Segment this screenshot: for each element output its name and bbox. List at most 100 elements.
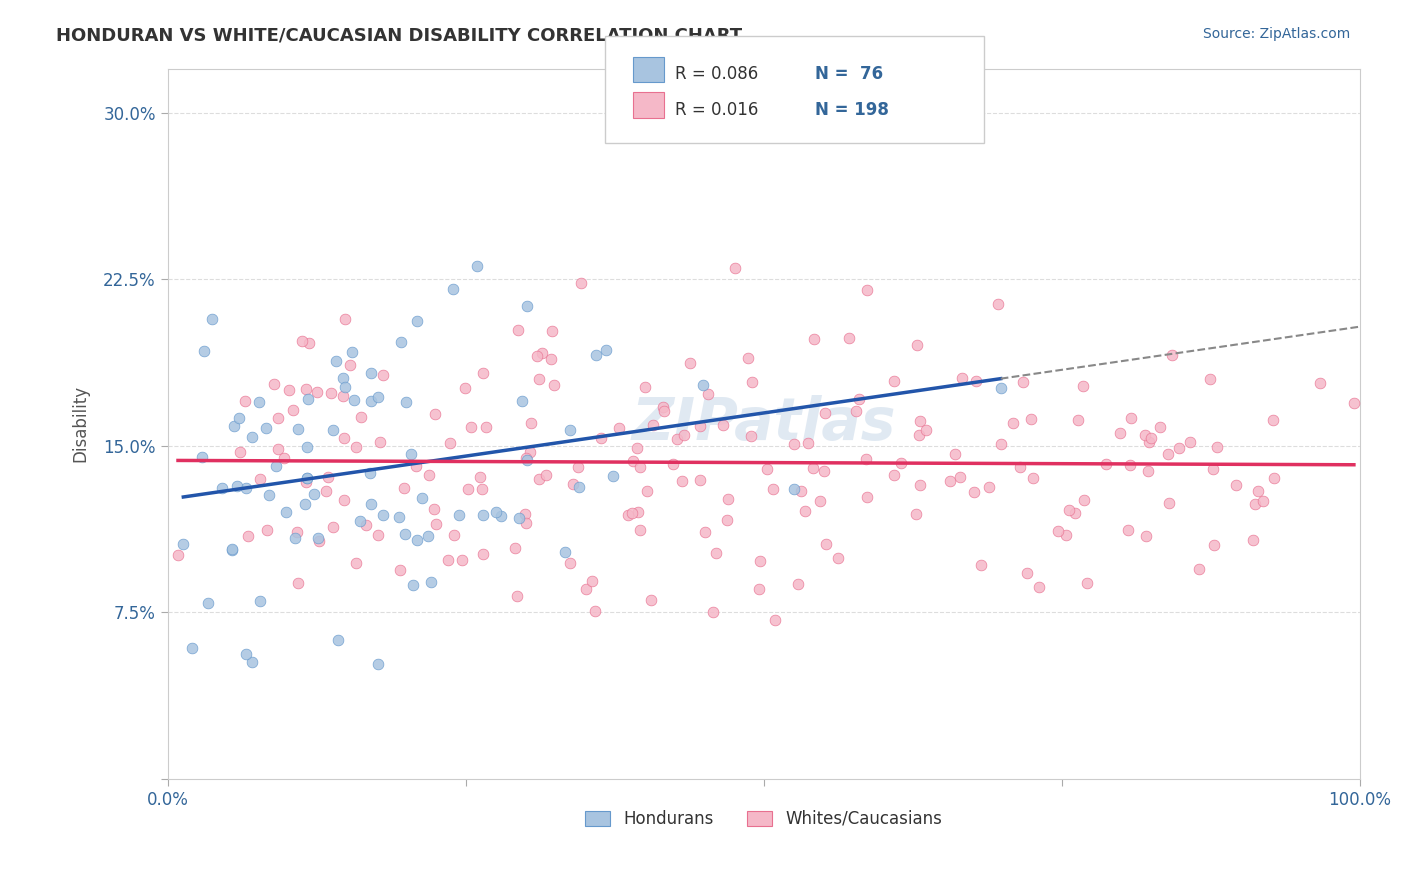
Point: [540, 351, 562, 366]
Point: [460, 420, 482, 434]
Point: [371, 508, 394, 523]
Point: [257, 488, 280, 502]
Point: [411, 491, 433, 506]
Point: [191, 450, 214, 464]
Point: [1251, 493, 1274, 508]
Point: [235, 394, 257, 409]
Text: ZIPatlas: ZIPatlas: [631, 395, 896, 452]
Point: [595, 343, 617, 358]
Point: [782, 482, 804, 496]
Point: [367, 390, 389, 404]
Point: [295, 440, 318, 454]
Point: [527, 472, 550, 486]
Point: [340, 345, 363, 359]
Point: [787, 576, 810, 591]
Point: [360, 394, 382, 409]
Point: [295, 475, 318, 489]
Point: [295, 382, 318, 396]
Point: [449, 508, 471, 522]
Point: [326, 632, 349, 647]
Point: [1076, 575, 1098, 590]
Point: [405, 313, 427, 327]
Point: [790, 484, 813, 499]
Text: R = 0.016: R = 0.016: [675, 101, 758, 119]
Point: [225, 478, 247, 492]
Point: [741, 376, 763, 390]
Point: [516, 453, 538, 467]
Point: [359, 467, 381, 481]
Point: [229, 445, 252, 459]
Point: [717, 491, 740, 506]
Point: [531, 345, 554, 359]
Point: [221, 542, 243, 557]
Point: [394, 526, 416, 541]
Point: [626, 441, 648, 455]
Point: [628, 524, 651, 538]
Point: [315, 483, 337, 498]
Point: [689, 418, 711, 433]
Point: [813, 464, 835, 478]
Point: [308, 533, 330, 548]
Point: [636, 483, 658, 498]
Point: [451, 553, 474, 567]
Point: [671, 475, 693, 489]
Point: [333, 431, 356, 445]
Point: [905, 507, 928, 521]
Point: [302, 487, 325, 501]
Point: [406, 533, 429, 547]
Point: [349, 515, 371, 529]
Point: [1246, 483, 1268, 498]
Point: [554, 545, 576, 559]
Point: [581, 574, 603, 589]
Point: [291, 334, 314, 348]
Point: [368, 435, 391, 450]
Point: [1135, 427, 1157, 442]
Point: [1071, 379, 1094, 393]
Point: [439, 436, 461, 450]
Point: [319, 385, 342, 400]
Point: [1054, 528, 1077, 542]
Point: [465, 260, 488, 274]
Point: [201, 311, 224, 326]
Point: [1167, 442, 1189, 456]
Point: [367, 527, 389, 541]
Point: [756, 462, 779, 476]
Point: [969, 558, 991, 572]
Point: [567, 459, 589, 474]
Point: [420, 575, 443, 590]
Point: [534, 467, 557, 482]
Point: [1137, 435, 1160, 450]
Point: [952, 371, 974, 385]
Point: [856, 283, 879, 297]
Point: [402, 578, 425, 592]
Point: [287, 576, 309, 591]
Point: [602, 469, 624, 483]
Point: [1263, 471, 1285, 485]
Point: [1012, 375, 1035, 389]
Point: [457, 482, 479, 496]
Point: [1309, 376, 1331, 390]
Point: [1225, 478, 1247, 492]
Point: [221, 541, 243, 556]
Point: [285, 524, 308, 539]
Point: [905, 338, 928, 352]
Point: [388, 563, 411, 577]
Point: [297, 392, 319, 406]
Point: [277, 384, 299, 398]
Point: [1180, 435, 1202, 450]
Point: [748, 554, 770, 568]
Point: [1064, 507, 1087, 521]
Point: [910, 478, 932, 492]
Point: [399, 447, 422, 461]
Point: [793, 504, 815, 518]
Point: [1140, 431, 1163, 445]
Point: [333, 493, 356, 508]
Point: [948, 470, 970, 484]
Point: [558, 556, 581, 570]
Point: [702, 605, 724, 619]
Point: [516, 299, 538, 313]
Point: [575, 582, 598, 596]
Point: [503, 541, 526, 555]
Point: [1204, 538, 1226, 552]
Point: [527, 371, 550, 385]
